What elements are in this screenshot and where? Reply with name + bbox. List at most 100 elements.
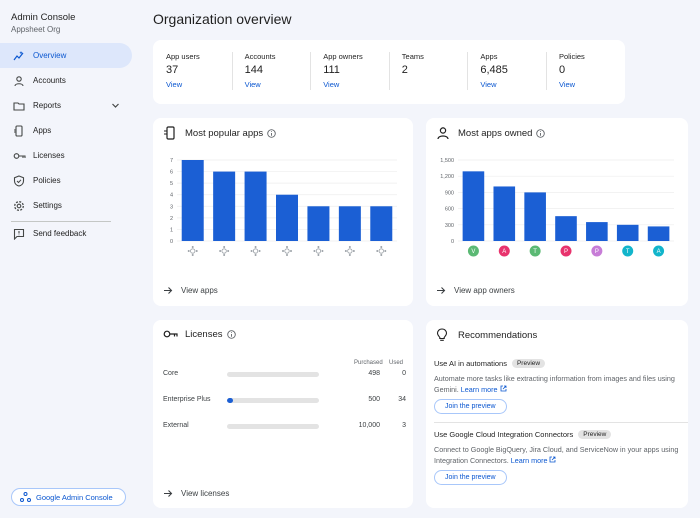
app-icon-dot bbox=[317, 254, 320, 256]
stat-view-link[interactable]: View bbox=[166, 80, 183, 89]
sidebar-item-reports[interactable]: Reports bbox=[0, 93, 132, 118]
sidebar-item-apps[interactable]: Apps bbox=[0, 118, 132, 143]
sidebar-item-label: Overview bbox=[33, 51, 67, 60]
app-icon-dot bbox=[191, 246, 194, 248]
y-tick-label: 0 bbox=[170, 239, 173, 245]
app-icon-dot bbox=[227, 250, 230, 252]
bar[interactable] bbox=[647, 226, 670, 241]
stat-value: 2 bbox=[401, 64, 408, 76]
bar[interactable] bbox=[370, 206, 393, 241]
y-tick-label: 600 bbox=[445, 207, 454, 213]
owner-avatar: A bbox=[653, 245, 665, 257]
sidebar-item-overview[interactable]: Overview bbox=[0, 43, 132, 68]
license-usage-bar bbox=[227, 424, 319, 429]
stat-view-link[interactable]: View bbox=[480, 80, 497, 89]
bar[interactable] bbox=[276, 194, 298, 241]
stat-label: Teams bbox=[401, 52, 424, 61]
bar[interactable] bbox=[307, 206, 330, 241]
arrow-right-icon bbox=[436, 286, 446, 295]
app-icon bbox=[219, 246, 230, 256]
person-icon bbox=[436, 126, 452, 140]
bar[interactable] bbox=[524, 192, 546, 241]
owner-avatar: P bbox=[591, 245, 603, 257]
folder-icon bbox=[12, 99, 26, 113]
view-app-owners-link[interactable]: View app owners bbox=[436, 286, 515, 295]
avatar-circle bbox=[560, 245, 572, 257]
info-icon[interactable] bbox=[536, 128, 546, 138]
view-licenses-link[interactable]: View licenses bbox=[163, 489, 229, 498]
bar[interactable] bbox=[493, 186, 516, 241]
bar[interactable] bbox=[181, 160, 204, 241]
app-icon-dot bbox=[352, 250, 355, 252]
app-icon-dot bbox=[380, 246, 383, 248]
bar[interactable] bbox=[244, 171, 267, 241]
app-icon-ring bbox=[252, 248, 259, 254]
sidebar-item-licenses[interactable]: Licenses bbox=[0, 143, 132, 168]
sidebar-item-policies[interactable]: Policies bbox=[0, 168, 132, 193]
preview-badge: Preview bbox=[511, 358, 546, 368]
bar[interactable] bbox=[338, 206, 361, 241]
recommendation-title: Use AI in automations Preview bbox=[434, 356, 689, 370]
view-apps-link[interactable]: View apps bbox=[163, 286, 218, 295]
stat-label: Apps bbox=[480, 52, 498, 61]
x-tick-label: T bbox=[533, 249, 537, 255]
app-icon-dot bbox=[290, 250, 292, 252]
license-usage-fill bbox=[227, 398, 234, 403]
nav-divider bbox=[11, 221, 111, 222]
y-tick-label: 7 bbox=[170, 158, 173, 164]
card-title: Recommendations bbox=[458, 329, 538, 341]
app-icon-dot bbox=[380, 254, 383, 256]
bar[interactable] bbox=[586, 222, 608, 241]
sidebar-item-settings[interactable]: Settings bbox=[0, 193, 132, 218]
chevron-down-icon[interactable] bbox=[111, 101, 120, 112]
learn-more-label: Learn more bbox=[510, 456, 548, 465]
stat-app-users: App users 37 View bbox=[153, 52, 232, 104]
stat-view-link[interactable]: View bbox=[323, 80, 340, 89]
page-title: Organization overview bbox=[153, 11, 292, 27]
col-purchased: Purchased bbox=[354, 360, 383, 366]
bar[interactable] bbox=[213, 171, 236, 241]
google-admin-console-button[interactable]: Google Admin Console bbox=[11, 488, 126, 506]
sidebar-item-label: Settings bbox=[33, 201, 62, 210]
app-icon-ring bbox=[315, 248, 322, 254]
admin-console-icon bbox=[20, 492, 31, 502]
join-preview-button[interactable]: Join the preview bbox=[434, 399, 507, 414]
recommendation-desc-text: Automate more tasks like extracting info… bbox=[434, 374, 675, 394]
app-icon bbox=[344, 246, 355, 256]
app-icon-ring bbox=[284, 248, 290, 254]
app-icon-ring bbox=[221, 248, 227, 254]
stat-value: 6,485 bbox=[480, 64, 508, 76]
learn-more-link[interactable]: Learn more bbox=[511, 456, 557, 465]
owner-avatar: T bbox=[622, 245, 634, 257]
app-icon-dot bbox=[286, 254, 288, 256]
recommendation-desc-text: Connect to Google BigQuery, Jira Cloud, … bbox=[434, 445, 679, 465]
y-tick-label: 900 bbox=[445, 190, 454, 196]
info-icon[interactable] bbox=[267, 128, 276, 138]
view-app-owners-label: View app owners bbox=[454, 286, 515, 295]
stat-accounts: Accounts 144 View bbox=[231, 52, 311, 104]
preview-badge: Preview bbox=[578, 429, 612, 439]
stat-view-link[interactable]: View bbox=[558, 80, 576, 89]
org-name: Appsheet Org bbox=[11, 25, 61, 34]
app-icon-dot bbox=[348, 246, 351, 248]
app-icon bbox=[313, 246, 324, 256]
app-title: Admin Console bbox=[11, 12, 76, 23]
stat-view-link[interactable]: View bbox=[244, 80, 261, 89]
lightbulb-icon bbox=[436, 328, 452, 342]
bar[interactable] bbox=[555, 216, 577, 241]
app-icon-dot bbox=[317, 246, 320, 248]
stat-label: Accounts bbox=[244, 52, 276, 61]
info-icon[interactable] bbox=[226, 329, 236, 339]
send-feedback-button[interactable]: Send feedback bbox=[0, 221, 132, 246]
app-icon-dot bbox=[313, 250, 316, 252]
app-icon-dot bbox=[282, 250, 284, 252]
bar[interactable] bbox=[462, 171, 485, 241]
sidebar-item-accounts[interactable]: Accounts bbox=[0, 68, 132, 93]
popular-apps-chart: 0 1 2 3 4 5 6 7 bbox=[170, 158, 397, 256]
app-icon-dot bbox=[321, 250, 324, 252]
avatar-circle bbox=[622, 245, 634, 257]
y-tick-label: 1,500 bbox=[440, 158, 454, 164]
learn-more-link[interactable]: Learn more bbox=[461, 385, 507, 394]
bar[interactable] bbox=[616, 224, 639, 241]
join-preview-button[interactable]: Join the preview bbox=[434, 470, 507, 485]
